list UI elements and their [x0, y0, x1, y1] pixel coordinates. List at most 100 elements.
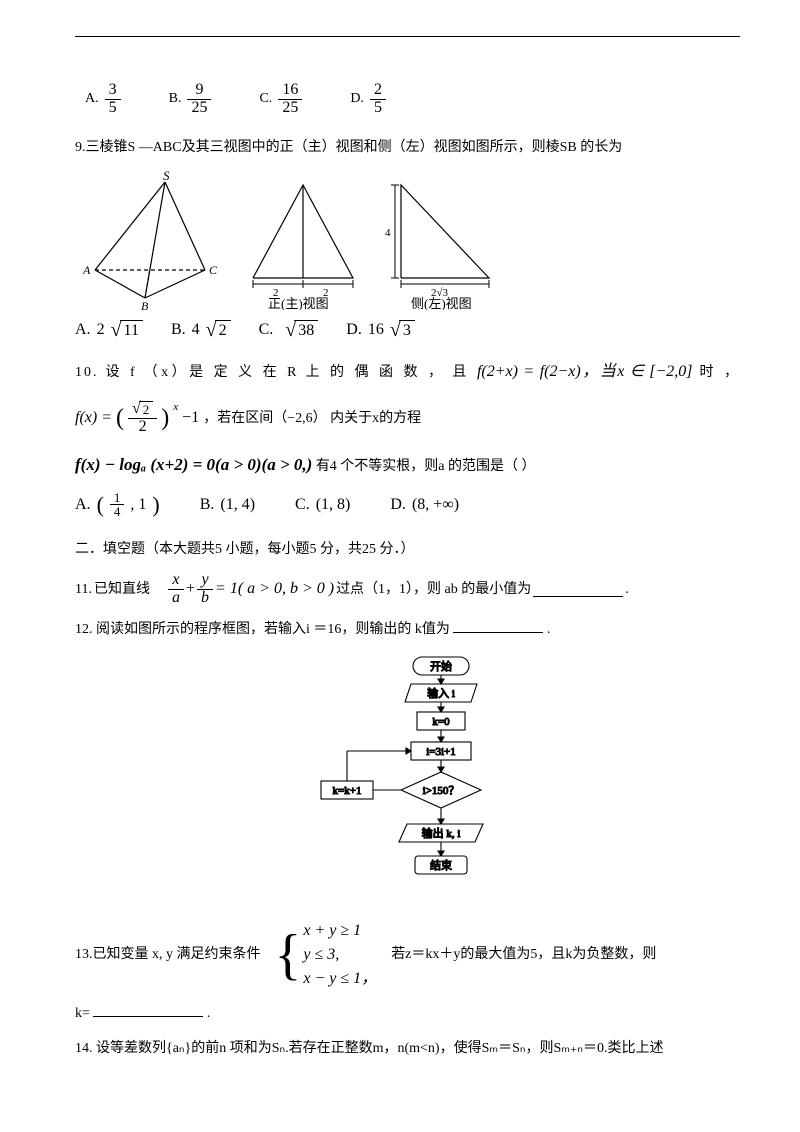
q9-opt-a: A. 2 √11	[75, 320, 143, 340]
opt-label: D.	[390, 496, 406, 514]
dim-height: 4	[385, 227, 391, 239]
opt-text: (8, +∞)	[412, 496, 459, 514]
q13-tail-b: k=	[75, 1006, 90, 1021]
opt-text: (1, 8)	[316, 496, 351, 514]
svg-text:k=k+1: k=k+1	[332, 785, 361, 797]
q9-fig-3d: S A C B	[75, 170, 225, 310]
opt-label: B.	[169, 91, 182, 107]
svg-text:输入 i: 输入 i	[427, 686, 455, 700]
q12-blank	[453, 618, 543, 633]
q13-blank-suffix: .	[207, 1006, 211, 1021]
q10-number: 10.	[75, 365, 99, 380]
q10-opt-b: B. (1, 4)	[200, 496, 255, 514]
coef: 16	[368, 321, 384, 339]
q10-opt-c: C. (1, 8)	[295, 496, 350, 514]
q13-blank	[93, 1002, 203, 1017]
q13-cont: k= .	[75, 1001, 740, 1026]
side-view-label: 侧(左)视图	[411, 296, 472, 310]
opt-label: B.	[200, 496, 215, 514]
q13-tail-a: 若z＝kx＋y的最大值为5，且k为负整数，则	[391, 942, 656, 967]
q8-opt-c: C. 16 25	[259, 82, 302, 117]
svg-text:结束: 结束	[430, 859, 452, 872]
q9-opt-c: C. √38	[259, 320, 319, 340]
q10-options: A. ( 14 , 1 ) B. (1, 4) C. (1, 8) D. (8,…	[75, 491, 740, 519]
q10-eq-tail: 有4 个不等实根，则a 的范围是（ ）	[316, 459, 536, 474]
fx-exp: x	[173, 398, 178, 418]
opt-text: (1, 4)	[220, 496, 255, 514]
svg-text:A: A	[82, 263, 91, 277]
q13-number: 13.	[75, 942, 93, 967]
svg-text:i>150？: i>150？	[422, 785, 459, 797]
q9-fig-side: 2√3 4 侧(左)视图	[381, 170, 511, 310]
q11: 11. 已知直线 xa + yb = 1( a > 0, b > 0 ) 过点（…	[75, 572, 740, 607]
q10-line1a: 设 f （x）是 定 义 在 R 上 的 偶 函 数 ， 且	[106, 365, 470, 380]
q8-frac-c: 16 25	[278, 82, 302, 117]
q8-options: A. 3 5 B. 9 25 C. 16 25 D. 2 5	[85, 82, 740, 117]
q8-frac-a: 3 5	[105, 82, 121, 117]
front-view-label: 正(主)视图	[268, 296, 329, 310]
sys-l1: x + y ≥ 1	[303, 919, 377, 943]
q9-opt-d: D. 16 √3	[346, 320, 415, 340]
opt-label: D.	[346, 321, 362, 339]
q9-number: 9.	[75, 140, 86, 155]
svg-text:B: B	[141, 299, 149, 310]
q10-line2-tail: ，若在区间（−2,6） 内关于x的方程	[203, 406, 421, 431]
q9-figures: S A C B 2 2 正(主)视图	[75, 170, 740, 310]
page-top-rule	[75, 36, 740, 37]
q8-opt-b: B. 9 25	[169, 82, 212, 117]
coef: 4	[192, 321, 200, 339]
svg-text:开始: 开始	[430, 659, 452, 673]
q12-blank-suffix: .	[547, 622, 551, 637]
svg-text:输出 k, i: 输出 k, i	[421, 826, 460, 840]
q13: 13. 已知变量 x, y 满足约束条件 { x + y ≥ 1 y ≤ 3, …	[75, 919, 740, 991]
svg-text:C: C	[209, 263, 218, 277]
q9-fig-front: 2 2 正(主)视图	[233, 170, 373, 310]
q10-opt-d: D. (8, +∞)	[390, 496, 459, 514]
opt-label: C.	[259, 321, 274, 339]
opt-label: B.	[171, 321, 186, 339]
q11-number: 11.	[75, 577, 92, 602]
q14-text: 设等差数列{aₙ}的前n 项和为Sₙ.若存在正整数m，n(m<n)，使得Sₘ＝S…	[96, 1041, 663, 1056]
q11-lead: 已知直线	[94, 577, 150, 602]
q12-flowchart: 开始 输入 i k=0 i=3i+1 i>150？ 否	[75, 652, 740, 907]
q9-opt-b: B. 4 √2	[171, 320, 231, 340]
q11-eq-tail: = 1( a > 0, b > 0 )	[215, 575, 334, 604]
sys-l2: y ≤ 3,	[303, 943, 377, 967]
fx-prefix: f(x) =	[75, 404, 112, 433]
q8-opt-d: D. 2 5	[350, 82, 386, 117]
q12-text: 阅读如图所示的程序框图，若输入i ＝16，则输出的 k值为	[96, 622, 450, 637]
opt-label: A.	[85, 91, 99, 107]
section2-header: 二．填空题（本大题共5 小题，每小题5 分，共25 分．）	[75, 537, 740, 562]
q14: 14. 设等差数列{aₙ}的前n 项和为Sₙ.若存在正整数m，n(m<n)，使得…	[75, 1036, 740, 1061]
q8-frac-d: 2 5	[370, 82, 386, 117]
q10-eqline: f(x) − logₐ (x+2) = 0(a > 0)(a > 0,) 有4 …	[75, 450, 740, 481]
q13-lead: 已知变量 x, y 满足约束条件	[93, 942, 261, 967]
q11-tail-a: 过点（1，1），则 ab 的最小值为	[336, 577, 531, 602]
q10-line1c: 时 ，	[700, 365, 741, 380]
opt-label: A.	[75, 321, 91, 339]
sys-l3: x − y ≤ 1，	[303, 967, 377, 991]
q12-number: 12.	[75, 622, 93, 637]
q14-number: 14.	[75, 1041, 93, 1056]
fx-frac: √2 2	[128, 401, 157, 436]
q10-line1: 10. 设 f （x）是 定 义 在 R 上 的 偶 函 数 ， 且 f(2+x…	[75, 358, 740, 387]
q10-fxdef: f(x) = ( √2 2 ) x −1 ，若在区间（−2,6） 内关于x的方程	[75, 397, 740, 440]
q13-brace: {	[275, 931, 302, 979]
svg-text:k=0: k=0	[432, 716, 450, 728]
q10-eq: f(x) − logₐ (x+2) = 0(a > 0)(a > 0,)	[75, 455, 312, 474]
flowchart-svg: 开始 输入 i k=0 i=3i+1 i>150？ 否	[293, 652, 523, 907]
q8-frac-b: 9 25	[187, 82, 211, 117]
q13-system: x + y ≥ 1 y ≤ 3, x − y ≤ 1，	[303, 919, 377, 991]
svg-text:S: S	[163, 170, 170, 183]
q8-opt-a: A. 3 5	[85, 82, 121, 117]
svg-text:是: 是	[447, 810, 458, 823]
svg-text:否: 否	[379, 775, 390, 787]
opt-label: D.	[350, 91, 364, 107]
q11-blank-suffix: .	[625, 577, 629, 602]
coef: 2	[97, 321, 105, 339]
opt-label: A.	[75, 496, 91, 514]
q12: 12. 阅读如图所示的程序框图，若输入i ＝16，则输出的 k值为 .	[75, 617, 740, 642]
svg-text:i=3i+1: i=3i+1	[426, 746, 456, 758]
opt-label: C.	[259, 91, 272, 107]
q10-opt-a: A. ( 14 , 1 )	[75, 491, 160, 519]
